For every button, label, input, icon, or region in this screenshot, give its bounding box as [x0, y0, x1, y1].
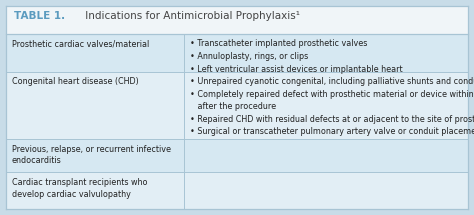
Text: • Surgical or transcatheter pulmonary artery valve or conduit placement: • Surgical or transcatheter pulmonary ar… [190, 127, 474, 136]
Text: Cardiac transplant recipients who
develop cardiac valvulopathy: Cardiac transplant recipients who develo… [12, 178, 147, 198]
Text: • Transcatheter implanted prosthetic valves: • Transcatheter implanted prosthetic val… [190, 40, 367, 49]
Text: Congenital heart disease (CHD): Congenital heart disease (CHD) [12, 77, 139, 86]
Text: • Repaired CHD with residual defects at or adjacent to the site of prosthetic ma: • Repaired CHD with residual defects at … [190, 115, 474, 124]
Text: • Completely repaired defect with prosthetic material or device within 6 months: • Completely repaired defect with prosth… [190, 90, 474, 99]
Text: Previous, relapse, or recurrent infective
endocarditis: Previous, relapse, or recurrent infectiv… [12, 144, 171, 165]
Text: • Left ventricular assist devices or implantable heart: • Left ventricular assist devices or imp… [190, 64, 402, 74]
FancyBboxPatch shape [6, 72, 468, 139]
Text: TABLE 1.: TABLE 1. [14, 11, 65, 21]
FancyBboxPatch shape [6, 139, 468, 172]
Text: Indications for Antimicrobial Prophylaxis¹: Indications for Antimicrobial Prophylaxi… [82, 11, 300, 21]
Text: Prosthetic cardiac valves/material: Prosthetic cardiac valves/material [12, 40, 149, 49]
Text: after the procedure: after the procedure [190, 102, 276, 111]
FancyBboxPatch shape [6, 172, 468, 209]
FancyBboxPatch shape [6, 6, 468, 34]
Text: • Annuloplasty, rings, or clips: • Annuloplasty, rings, or clips [190, 52, 308, 61]
FancyBboxPatch shape [6, 34, 468, 72]
Text: • Unrepaired cyanotic congenital, including palliative shunts and conduits: • Unrepaired cyanotic congenital, includ… [190, 77, 474, 86]
